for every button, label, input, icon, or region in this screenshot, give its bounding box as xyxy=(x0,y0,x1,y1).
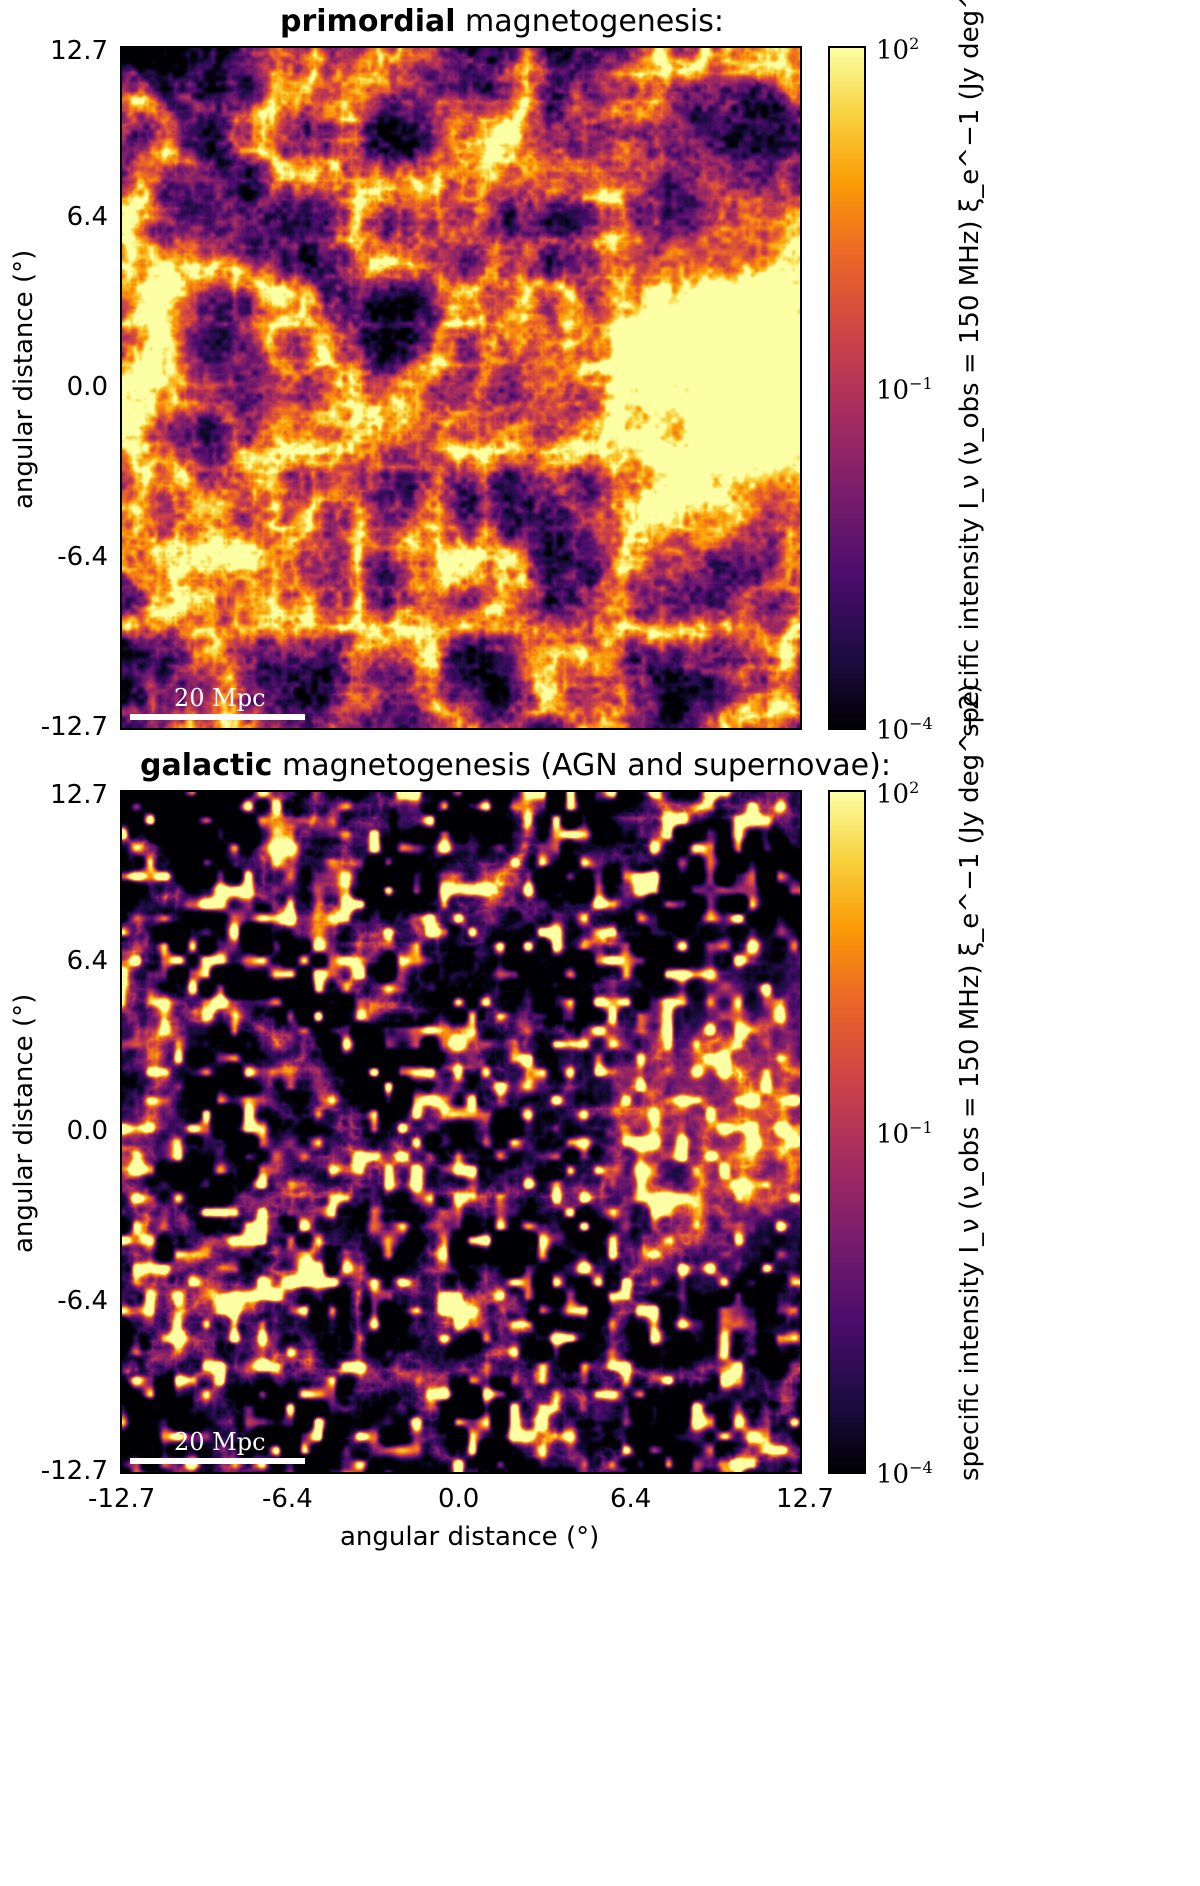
panel1-ytick: -6.4 xyxy=(57,542,108,572)
xtick: 6.4 xyxy=(610,1484,652,1514)
panel1-colorbar-bottom: 10−4 xyxy=(876,714,933,746)
panel1-map: 20 Mpc xyxy=(120,46,802,730)
panel2-ytick: 0.0 xyxy=(66,1116,108,1146)
panel1-ytick: 12.7 xyxy=(50,36,108,66)
panel2-scalebar-label: 20 Mpc xyxy=(174,1428,266,1456)
panel2-ylabel: angular distance (°) xyxy=(9,993,39,1253)
panel2-ytick: 12.7 xyxy=(50,780,108,810)
panel2-colorbar-top: 102 xyxy=(876,778,920,810)
panel1-ytick: -12.7 xyxy=(40,712,108,742)
panel2-title-bold: galactic xyxy=(140,748,273,783)
panel1-ytick: 6.4 xyxy=(66,202,108,232)
xlabel: angular distance (°) xyxy=(340,1522,600,1552)
panel1-colorbar-label: specific intensity I_ν (ν_obs = 150 MHz)… xyxy=(955,0,985,737)
panel2-map: 20 Mpc xyxy=(120,790,802,1474)
panel2-title: galactic magnetogenesis (AGN and superno… xyxy=(140,748,891,783)
panel2-ytick: -6.4 xyxy=(57,1286,108,1316)
panel1-scalebar xyxy=(130,714,305,720)
xtick: -6.4 xyxy=(262,1484,313,1514)
panel2-ytick: -12.7 xyxy=(40,1456,108,1486)
panel1-scalebar-label: 20 Mpc xyxy=(174,684,266,712)
panel2-map-image xyxy=(122,792,800,1472)
panel2-colorbar-label: specific intensity I_ν (ν_obs = 150 MHz)… xyxy=(955,683,985,1481)
panel1-colorbar xyxy=(828,46,866,730)
xtick: 0.0 xyxy=(438,1484,480,1514)
panel1-ylabel: angular distance (°) xyxy=(9,249,39,509)
panel1-colorbar-mid: 10−1 xyxy=(876,374,933,406)
panel2-title-rest: magnetogenesis (AGN and supernovae): xyxy=(272,748,891,783)
panel1-title-bold: primordial xyxy=(280,4,456,39)
panel1-map-image xyxy=(122,48,800,728)
panel1-colorbar-top: 102 xyxy=(876,34,920,66)
panel2-scalebar xyxy=(130,1458,305,1464)
panel2-colorbar-mid: 10−1 xyxy=(876,1118,933,1150)
panel2-colorbar xyxy=(828,790,866,1474)
panel2-colorbar-bottom: 10−4 xyxy=(876,1458,933,1490)
xtick: -12.7 xyxy=(88,1484,156,1514)
panel2-ytick: 6.4 xyxy=(66,946,108,976)
panel1-title: primordial magnetogenesis: xyxy=(280,4,724,39)
xtick: 12.7 xyxy=(776,1484,834,1514)
panel1-ytick: 0.0 xyxy=(66,372,108,402)
panel1-title-rest: magnetogenesis: xyxy=(455,4,724,39)
